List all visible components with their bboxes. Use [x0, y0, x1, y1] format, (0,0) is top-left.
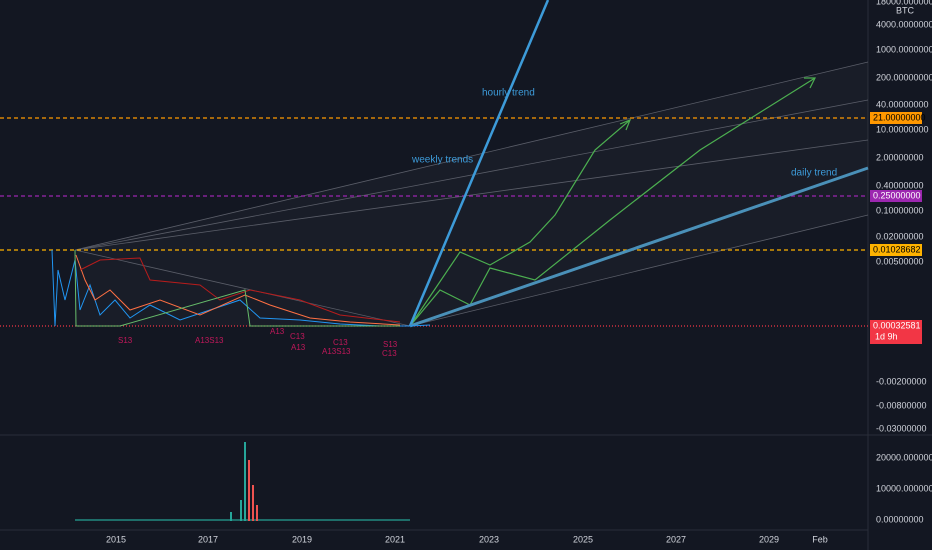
- volume-label: 20000.00000000: [876, 452, 932, 462]
- time-label: 2017: [198, 534, 218, 544]
- price-label: 200.00000000: [876, 72, 932, 82]
- time-label: 2029: [759, 534, 779, 544]
- signal-label: S13: [118, 336, 133, 345]
- signal-label: S13: [383, 340, 398, 349]
- volume-label: 10000.00000000: [876, 483, 932, 493]
- time-label: 2027: [666, 534, 686, 544]
- signal-label: A13S13: [195, 336, 224, 345]
- price-tag: [870, 320, 922, 344]
- price-label: 1000.00000000: [876, 44, 932, 54]
- time-label: 2021: [385, 534, 405, 544]
- price-tag-label: 0.00032581: [873, 320, 921, 330]
- price-label: -0.00200000: [876, 376, 927, 386]
- price-label: 18000.00000000: [876, 0, 932, 6]
- price-label: 0.40000000: [876, 180, 924, 190]
- signal-label: A13: [270, 327, 285, 336]
- signal-label: C13: [382, 349, 397, 358]
- price-label: 10.00000000: [876, 124, 929, 134]
- price-tag-label: 0.25000000: [873, 190, 921, 200]
- time-label: Feb: [812, 534, 828, 544]
- price-tag: [870, 190, 922, 202]
- price-levels: [0, 117, 868, 327]
- price-label: 0.00500000: [876, 256, 924, 266]
- price-series: [51, 249, 431, 327]
- price-label: 2.00000000: [876, 152, 924, 162]
- signal-label: C13: [290, 332, 305, 341]
- volume-label: 0.00000000: [876, 514, 924, 524]
- price-label: 40.00000000: [876, 99, 929, 109]
- signal-label: C13: [333, 338, 348, 347]
- countdown: 1d 9h: [875, 331, 898, 341]
- time-label: 2023: [479, 534, 499, 544]
- time-label: 2019: [292, 534, 312, 544]
- price-label: -0.00800000: [876, 400, 927, 410]
- annotation: daily trend: [791, 168, 837, 179]
- annotation: hourly trend: [482, 88, 535, 99]
- signal-label: A13: [291, 343, 306, 352]
- price-label: -0.03000000: [876, 423, 927, 433]
- price-tag: [870, 244, 922, 256]
- time-label: 2025: [573, 534, 593, 544]
- price-label: 0.10000000: [876, 205, 924, 215]
- signal-label: A13S13: [322, 347, 351, 356]
- daily-trend-line: [409, 166, 869, 328]
- price-label: 4000.00000000: [876, 19, 932, 29]
- price-tag: [870, 112, 922, 124]
- price-tag-label: 0.01028682: [873, 244, 921, 254]
- time-label: 2015: [106, 534, 126, 544]
- currency: BTC: [896, 5, 915, 15]
- price-label: 0.02000000: [876, 231, 924, 241]
- price-tag-label: 21.00000000: [873, 112, 926, 122]
- volume-bars: [75, 442, 410, 521]
- hourly-trend-line: [408, 0, 550, 327]
- projection-arrows: [409, 77, 816, 327]
- annotation: weekly trends: [411, 155, 473, 166]
- pitchfork: [74, 61, 869, 327]
